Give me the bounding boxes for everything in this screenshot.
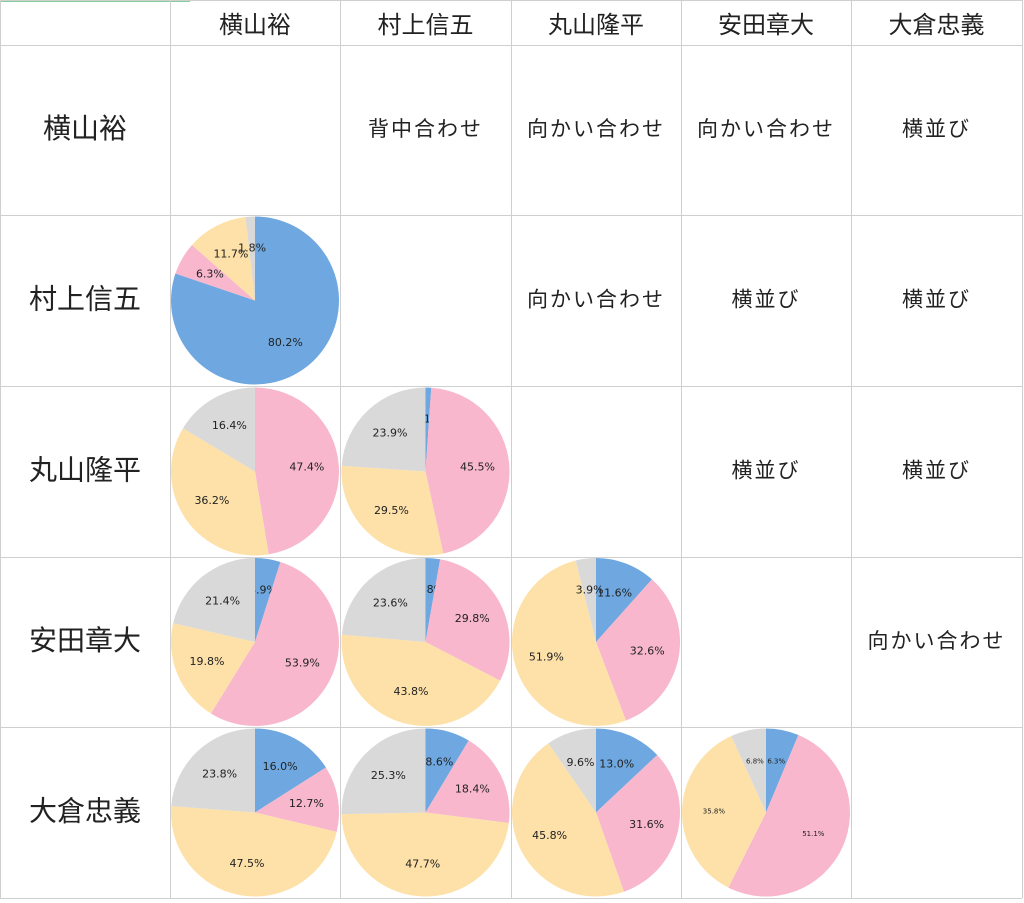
slice-label: 45.8%	[532, 829, 567, 842]
slice-label: 6.3%	[196, 267, 224, 280]
pie-slice	[341, 812, 509, 897]
slice-label: 4.9%	[249, 584, 277, 597]
pie-slice	[548, 728, 596, 813]
row-header: 村上信五	[29, 283, 141, 316]
pie-slice	[245, 216, 255, 301]
slice-label: 1.8%	[238, 242, 266, 255]
pie-slice	[596, 558, 652, 642]
relation-label: 横並び	[732, 288, 801, 312]
pie-slice	[512, 560, 626, 726]
slice-label: 23.8%	[202, 767, 237, 780]
slice-label: 3.9%	[576, 583, 604, 596]
column-header: 丸山隆平	[548, 11, 644, 39]
slice-label: 35.8%	[703, 808, 726, 816]
slice-label: 53.9%	[285, 657, 320, 670]
column-header: 村上信五	[378, 11, 474, 39]
slice-label: 29.5%	[374, 504, 409, 517]
pie-slice	[341, 634, 501, 726]
slice-label: 36.2%	[194, 494, 229, 507]
slice-label: 51.1%	[802, 830, 825, 838]
pie-slice	[341, 558, 426, 642]
slice-label: 9.6%	[567, 756, 595, 769]
pie-slice	[255, 728, 326, 813]
pie-slice	[682, 736, 766, 888]
slice-label: 11.6%	[597, 586, 632, 599]
pie-slice	[171, 728, 255, 813]
slice-label: 25.3%	[371, 769, 406, 782]
pie-slice	[255, 558, 281, 642]
slice-label: 47.5%	[230, 857, 265, 870]
pie-slice	[191, 217, 255, 301]
slice-label: 32.6%	[630, 644, 665, 657]
slice-label: 47.7%	[405, 858, 440, 871]
slice-label: 8.6%	[425, 755, 453, 768]
slice-label: 11.7%	[213, 247, 248, 260]
slice-label: 12.7%	[289, 797, 324, 810]
pie-slice	[182, 387, 255, 472]
pie-slice	[596, 579, 680, 721]
slice-label: 31.6%	[629, 818, 664, 831]
pie-slice	[210, 561, 339, 726]
relation-label: 横並び	[902, 117, 971, 141]
slice-label: 23.6%	[373, 597, 408, 610]
pie-slice	[255, 767, 339, 832]
pie-slice	[341, 387, 426, 472]
slice-label: 80.2%	[268, 336, 303, 349]
slice-label: 6.8%	[746, 758, 764, 766]
row-header: 丸山隆平	[29, 454, 141, 487]
pie-slice	[766, 728, 799, 813]
pie-slice	[255, 387, 339, 555]
pie-slice	[425, 387, 432, 472]
column-header: 安田章大	[718, 11, 814, 39]
relation-label: 横並び	[902, 459, 971, 483]
pie-slice	[575, 558, 596, 642]
relation-label: 横並び	[902, 288, 971, 312]
slice-label: 16.0%	[263, 760, 298, 773]
pie-slice	[425, 558, 441, 642]
slice-label: 23.9%	[372, 426, 407, 439]
pie-slice	[171, 623, 255, 714]
pie-slice	[170, 806, 337, 897]
slice-label: 21.4%	[205, 594, 240, 607]
column-header: 大倉忠義	[889, 11, 985, 39]
slice-label: 29.8%	[455, 612, 490, 625]
relation-label: 背中合わせ	[368, 117, 483, 141]
row-header: 安田章大	[29, 624, 141, 657]
pie-slice	[731, 728, 766, 813]
slice-label: 47.4%	[289, 460, 324, 473]
slice-label: 45.5%	[460, 461, 495, 474]
slice-label: 51.9%	[529, 651, 564, 664]
relation-label: 向かい合わせ	[868, 629, 1006, 653]
relation-label: 横並び	[732, 459, 801, 483]
pie-slice	[175, 244, 255, 301]
slice-label: 18.4%	[455, 783, 490, 796]
slice-label: 13.0%	[599, 758, 634, 771]
pie-slice	[173, 558, 255, 642]
pie-slice	[512, 743, 624, 897]
pie-slice	[341, 728, 426, 815]
row-header: 横山裕	[43, 112, 127, 145]
row-header: 大倉忠義	[29, 795, 141, 828]
slice-label: 19.8%	[189, 655, 224, 668]
pie-slice	[425, 728, 469, 813]
relation-label: 向かい合わせ	[527, 117, 665, 141]
column-header: 横山裕	[219, 11, 291, 39]
slice-label: 16.4%	[212, 419, 247, 432]
relation-label: 向かい合わせ	[697, 117, 835, 141]
pie-slice	[171, 216, 339, 385]
pie-slice	[171, 428, 269, 556]
pie-slice	[425, 559, 510, 681]
pie-slice	[596, 754, 680, 892]
relation-label: 向かい合わせ	[527, 288, 665, 312]
slice-label: 6.3%	[767, 757, 785, 765]
pie-slice	[596, 728, 658, 813]
pie-slice	[728, 734, 851, 897]
pie-slice	[341, 465, 444, 556]
pie-slice	[425, 387, 510, 554]
pie-slice	[425, 740, 510, 824]
slice-label: 43.8%	[393, 685, 428, 698]
